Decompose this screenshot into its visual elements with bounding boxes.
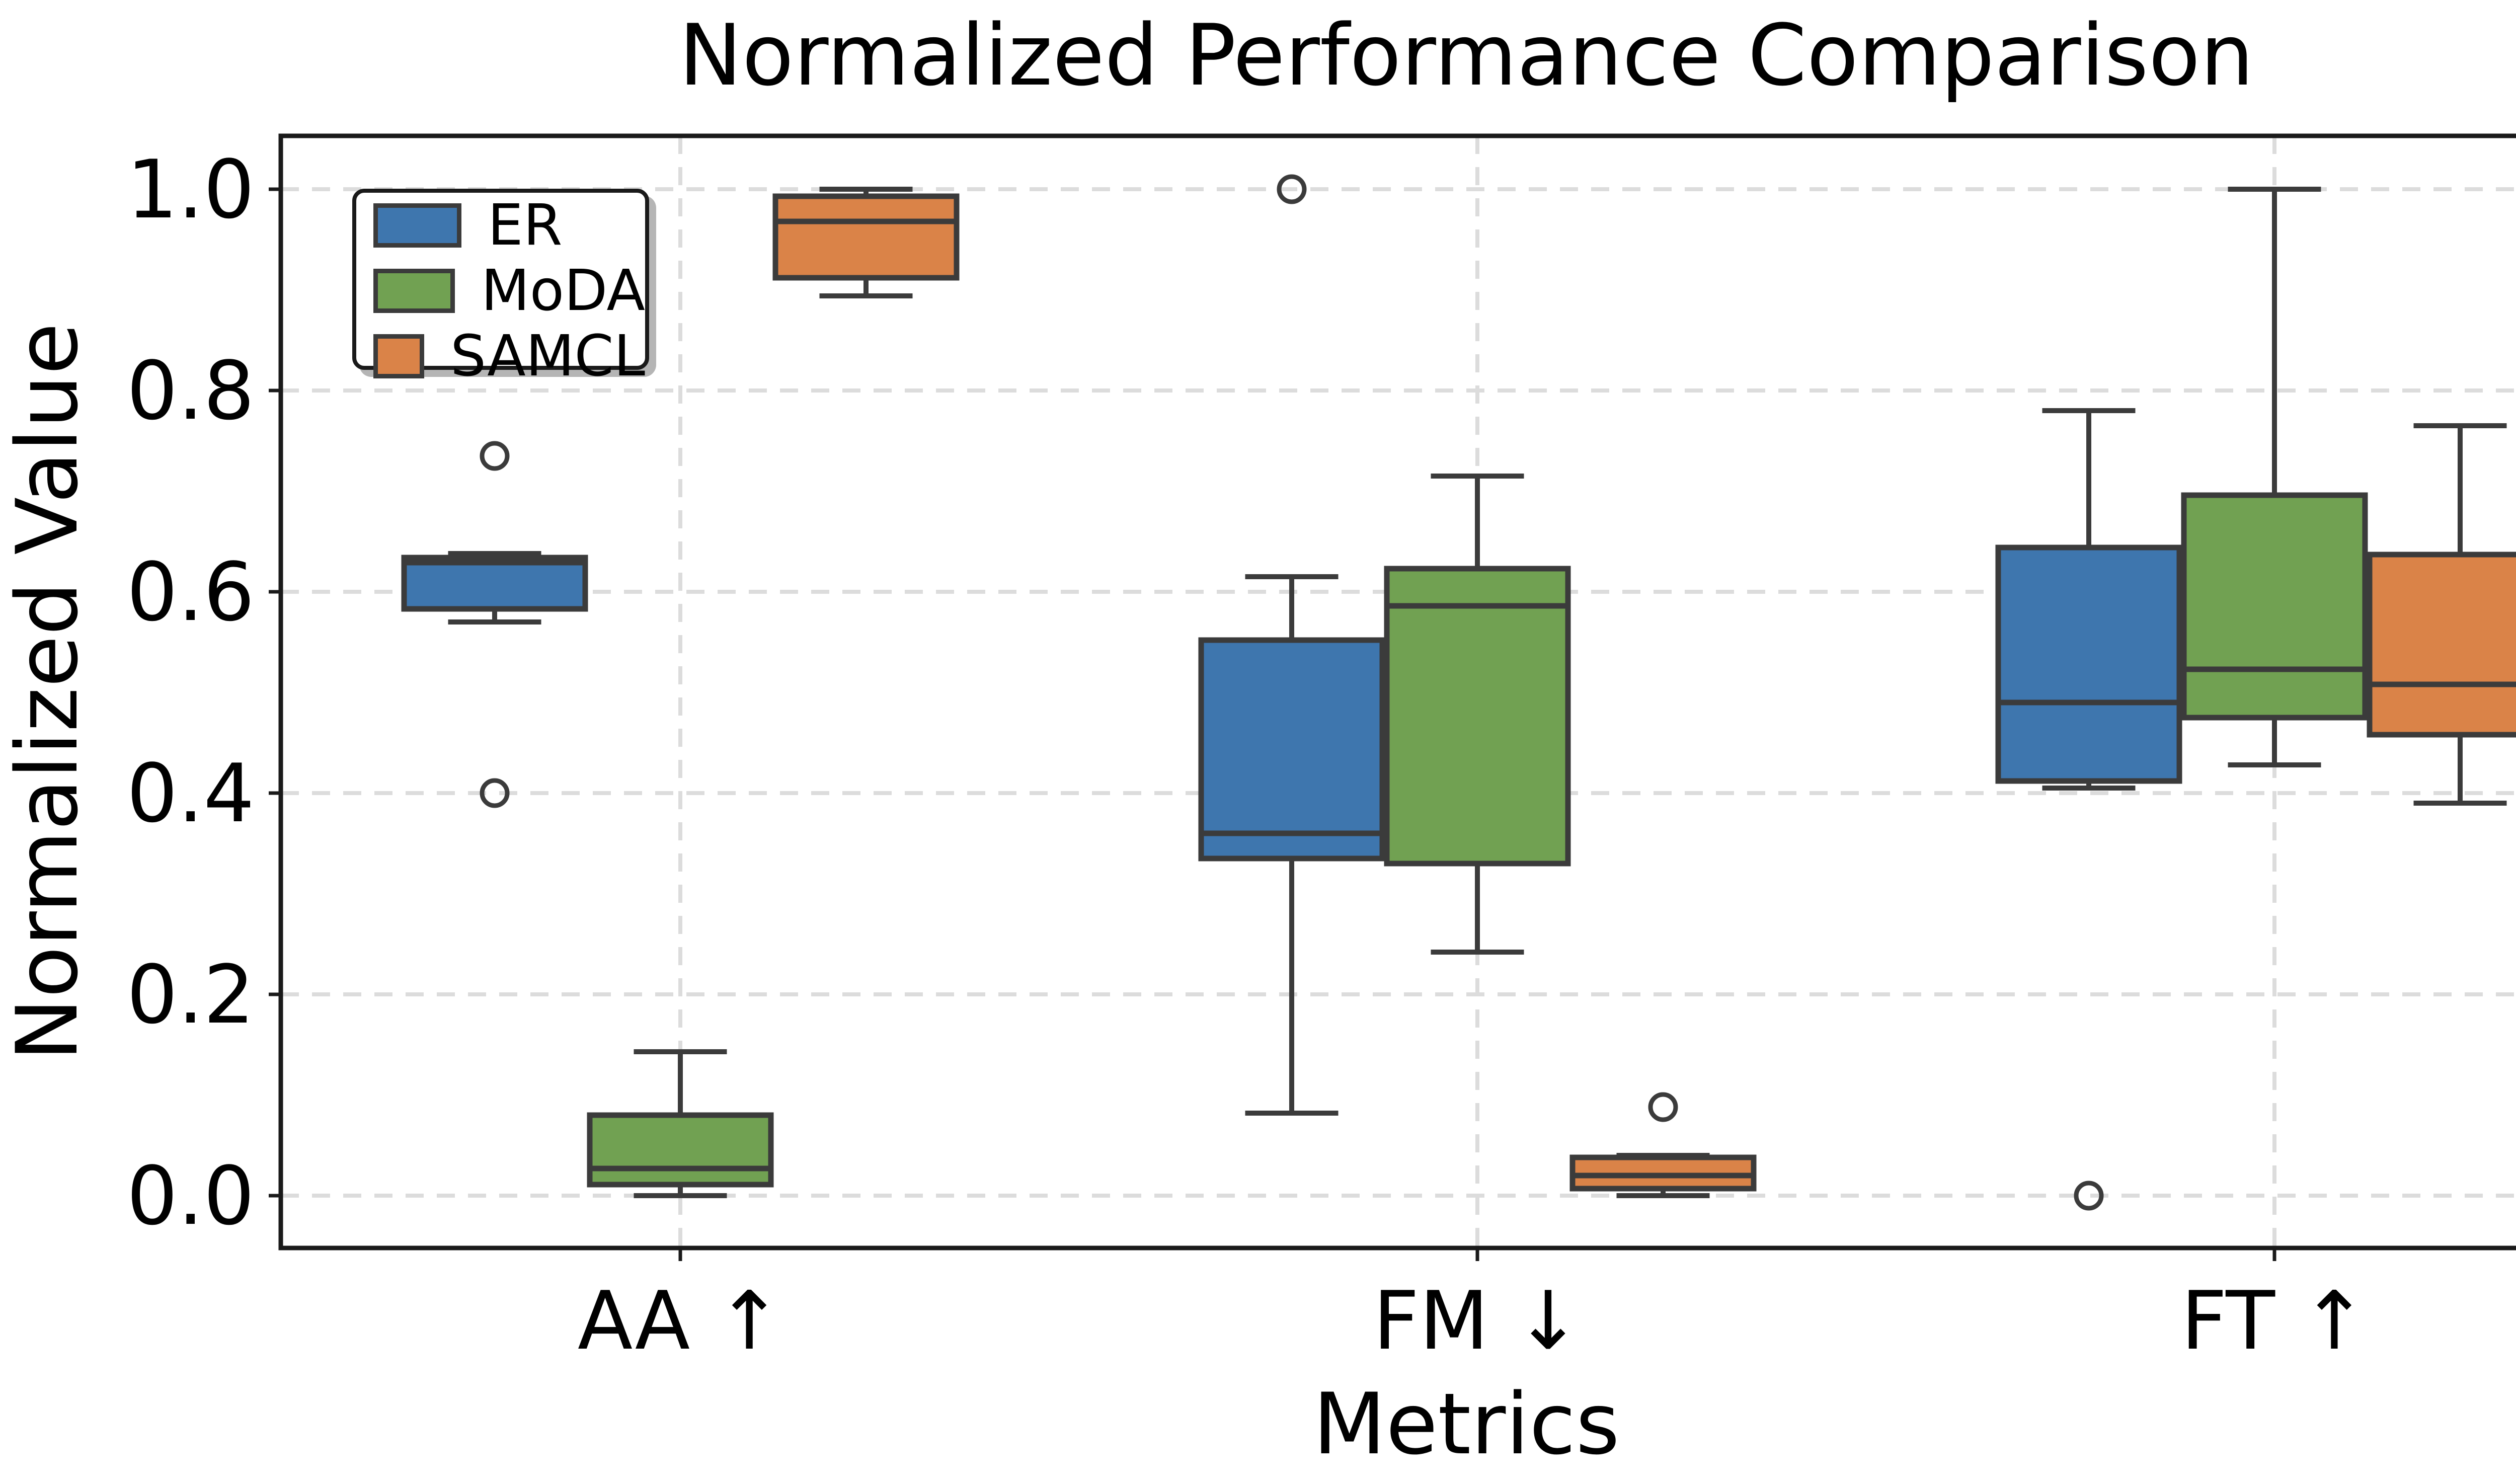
legend-item-samcl: SAMCL xyxy=(373,324,645,389)
y-axis-label: Normalized Value xyxy=(0,323,97,1061)
box-MoDA xyxy=(2181,492,2368,721)
x-tick-label: FM ↓ xyxy=(1373,1274,1582,1368)
legend-label-moda: MoDA xyxy=(481,258,645,324)
outlier-point xyxy=(480,441,510,471)
axis-ticks xyxy=(269,187,2276,1261)
legend-label-er: ER xyxy=(488,193,563,258)
y-tick-label: 0.8 xyxy=(127,344,255,438)
outlier-point xyxy=(1277,174,1307,204)
box-ER xyxy=(401,555,588,612)
outlier-point xyxy=(480,778,510,808)
er-color-swatch xyxy=(373,203,461,248)
y-tick-label: 1.0 xyxy=(127,142,255,237)
plot-frame xyxy=(278,133,2516,1251)
outlier-point xyxy=(1648,1092,1678,1122)
legend: ER MoDA SAMCL xyxy=(352,189,649,389)
chart-title: Normalized Performance Comparison xyxy=(679,6,2254,105)
box-MoDA xyxy=(587,1112,774,1188)
samcl-color-swatch xyxy=(373,334,424,378)
y-tick-label: 0.0 xyxy=(127,1149,255,1243)
x-axis-label: Metrics xyxy=(1313,1375,1620,1473)
y-tick-label: 0.2 xyxy=(127,948,255,1042)
moda-color-swatch xyxy=(373,269,455,313)
box-ER xyxy=(1198,637,1385,862)
y-tick-label: 0.4 xyxy=(127,746,255,840)
box-MoDA xyxy=(1384,566,1571,867)
x-tick-label: AA ↑ xyxy=(578,1274,783,1368)
legend-label-samcl: SAMCL xyxy=(450,324,645,389)
y-tick-label: 0.6 xyxy=(127,545,255,639)
legend-item-moda: MoDA xyxy=(373,258,645,324)
legend-item-er: ER xyxy=(373,193,645,258)
box-ER xyxy=(1995,544,2182,784)
box-series xyxy=(401,174,2516,1211)
x-tick-label: FT ↑ xyxy=(2181,1274,2368,1368)
outlier-point xyxy=(2074,1181,2104,1211)
tick-labels: 0.0 0.2 0.4 0.6 0.8 1.0 AA ↑ FM ↓ FT ↑ xyxy=(127,142,2368,1368)
box-SAMCL xyxy=(772,193,960,281)
box-SAMCL xyxy=(2367,552,2516,738)
